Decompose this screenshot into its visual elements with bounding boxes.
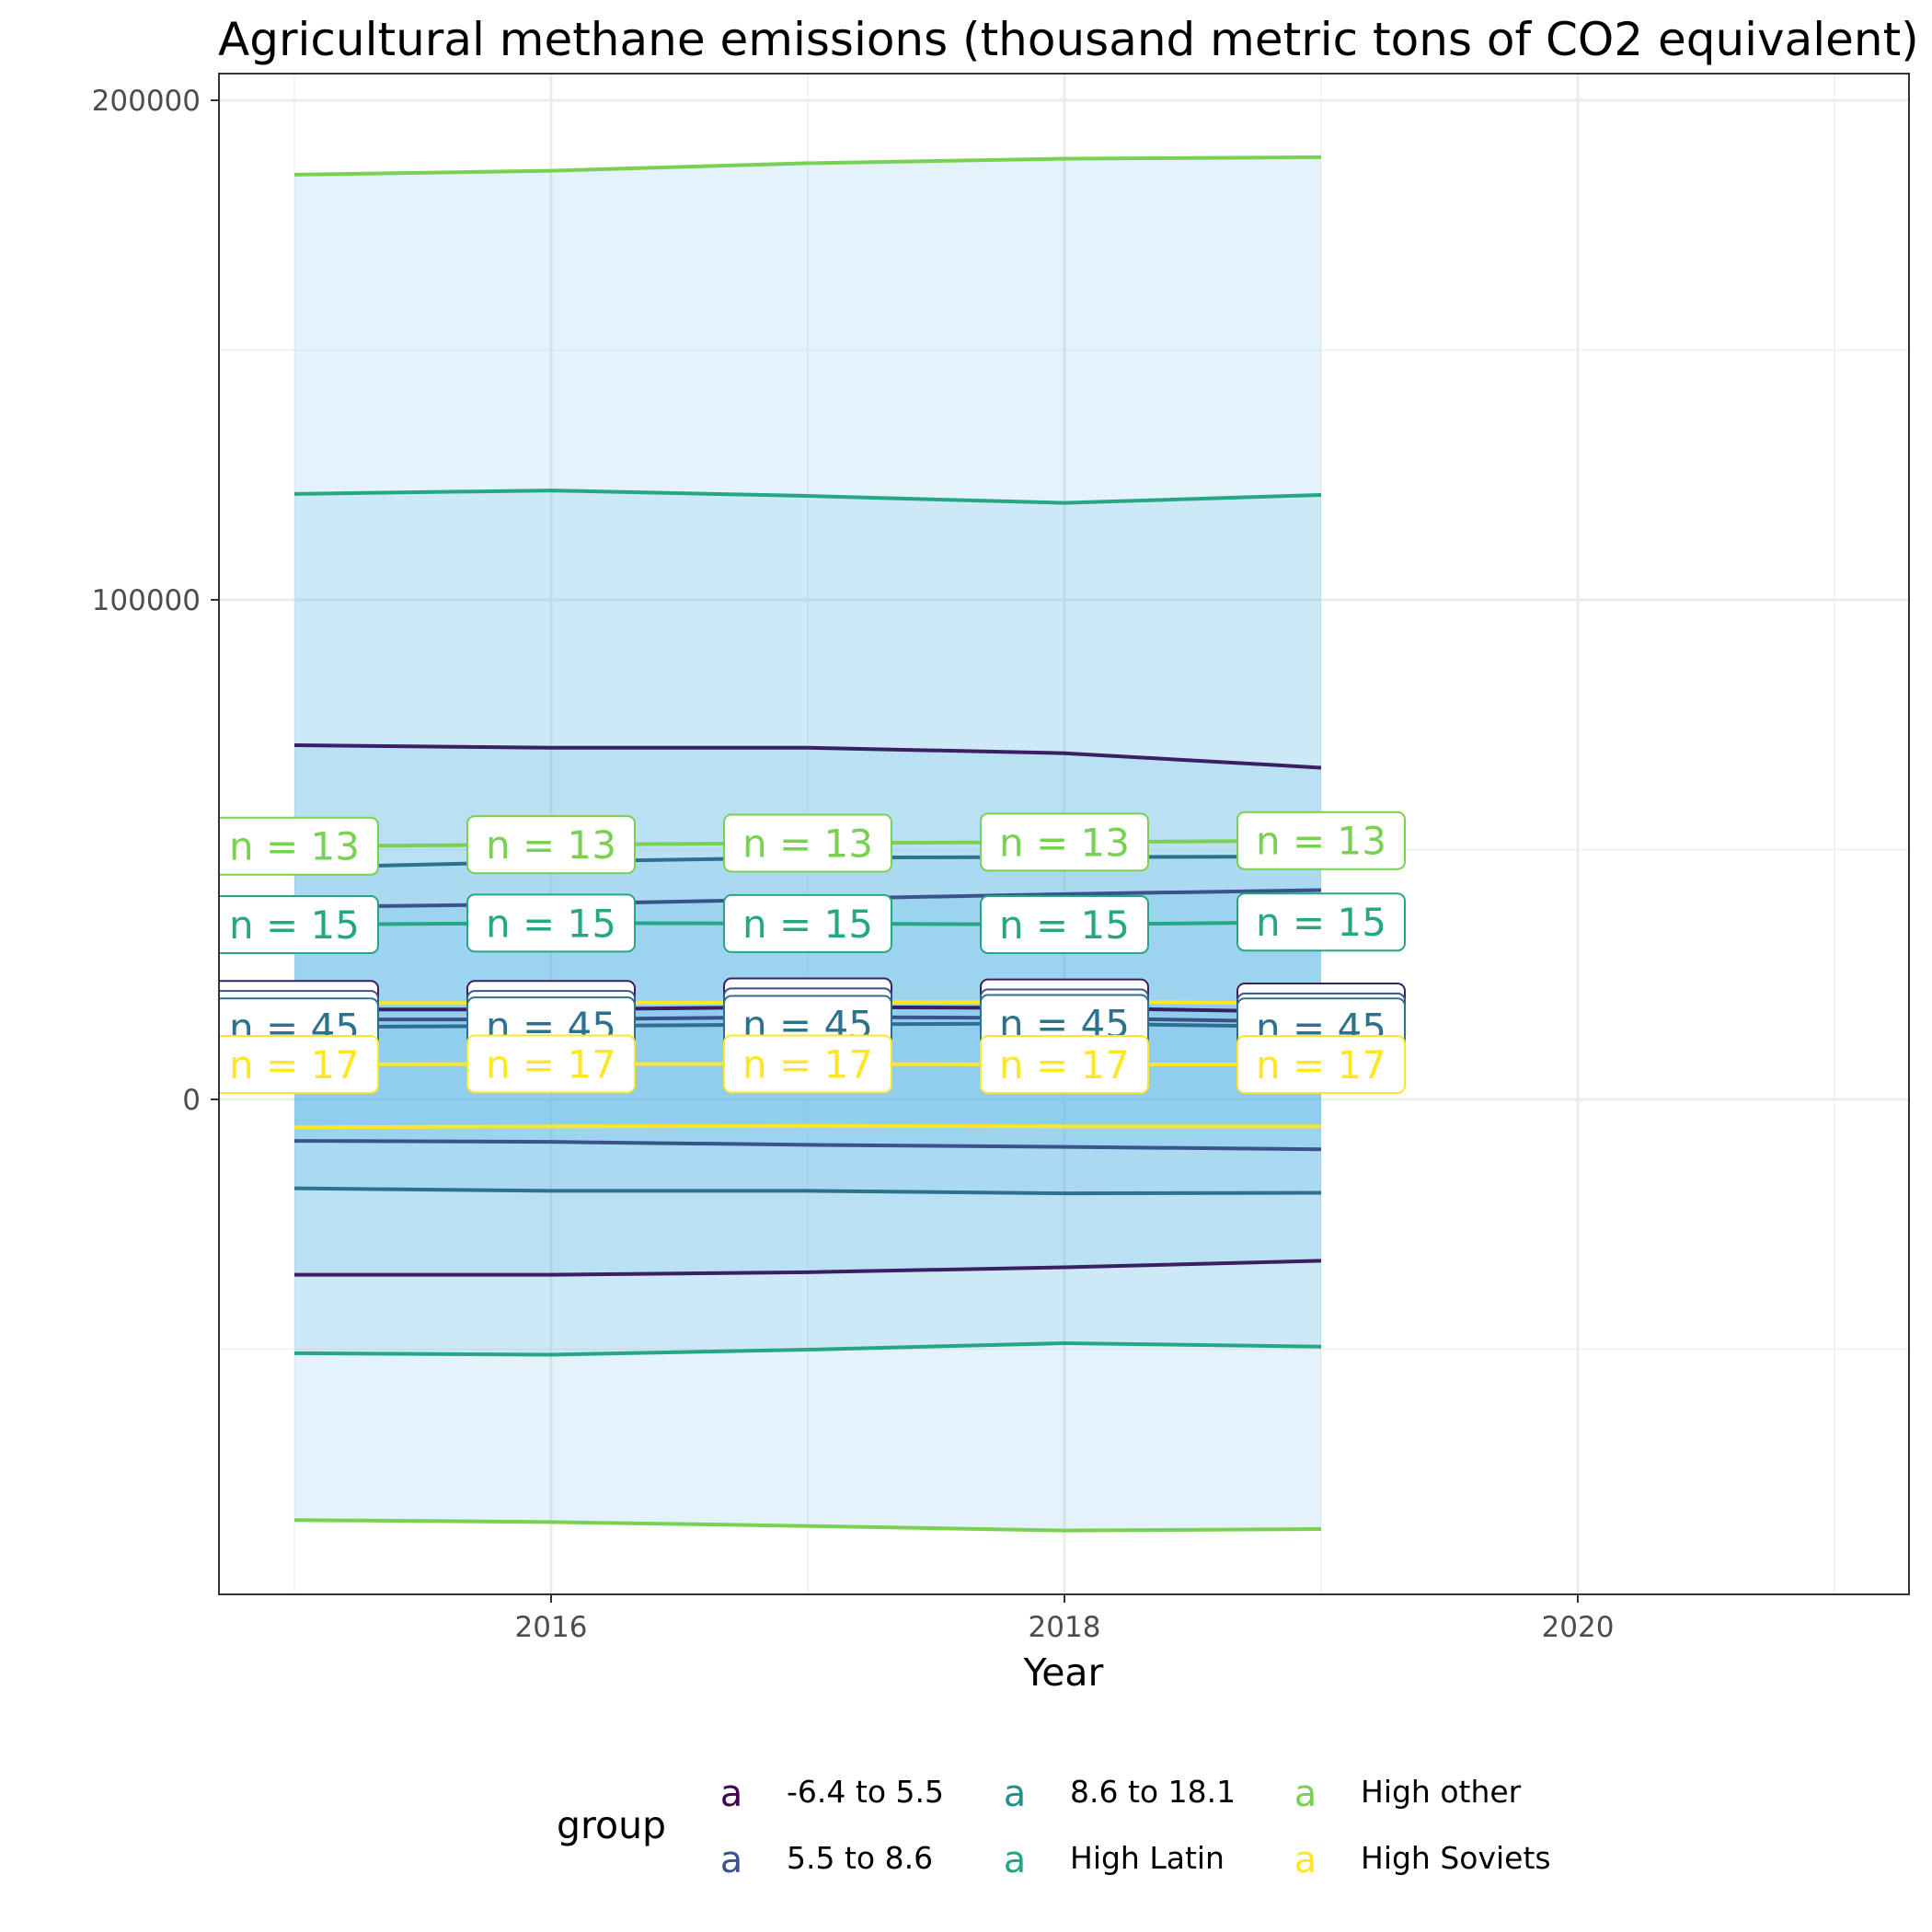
legend: group a -6.4 to 5.5 a 5.5 to 8.6 a 8.6 to 18.… xyxy=(557,1773,1551,1881)
line-upper-high-other xyxy=(293,155,1322,177)
n-label-high-latin: n = 15 xyxy=(466,893,636,953)
chart-title: Agricultural methane emissions (thousand… xyxy=(218,13,1919,66)
n-label-high-other: n = 13 xyxy=(980,812,1149,872)
x-tick-label: 2018 xyxy=(1029,1611,1101,1644)
n-label-text: n = 17 xyxy=(229,1042,360,1087)
line-lower-high-soviets xyxy=(293,1123,1321,1130)
legend-item-5-5-to-8-6: a 5.5 to 8.6 xyxy=(720,1839,933,1881)
n-label-high-soviets: n = 17 xyxy=(219,1034,379,1094)
n-label-high-latin: n = 15 xyxy=(980,894,1149,954)
legend-key: a xyxy=(720,1839,743,1881)
n-label-box xyxy=(723,1034,892,1094)
line-upper--6-4-to-5-5 xyxy=(293,743,1322,770)
n-label-text: n = 13 xyxy=(742,821,873,866)
n-label-high-latin: n = 15 xyxy=(723,893,892,953)
n-label-high-other: n = 13 xyxy=(723,813,892,873)
n-label-box xyxy=(723,813,892,873)
y-tick-label: 0 xyxy=(182,1084,201,1117)
n-label-text: n = 15 xyxy=(486,901,616,946)
n-label-high-other: n = 13 xyxy=(1236,811,1406,870)
n-label-box xyxy=(980,812,1149,872)
legend-key: a xyxy=(1004,1773,1027,1815)
y-axis: 0 100000 200000 xyxy=(92,85,219,1117)
legend-title: group xyxy=(557,1803,666,1847)
n-label-box xyxy=(723,893,892,953)
panel-border xyxy=(218,73,1910,1595)
legend-item-8-6-to-18-1: a 8.6 to 18.1 xyxy=(1004,1773,1236,1815)
line-lower-5-5-to-8-6 xyxy=(293,1139,1322,1152)
legend-key: a xyxy=(1294,1773,1317,1815)
legend-label: 5.5 to 8.6 xyxy=(787,1840,933,1876)
n-label-box xyxy=(466,893,636,953)
legend-item-high-other: a High other xyxy=(1294,1773,1522,1815)
n-label-text: n = 13 xyxy=(1256,819,1386,864)
n-label-box xyxy=(1236,811,1406,870)
x-tick-label: 2016 xyxy=(515,1611,588,1644)
n-label-text: n = 13 xyxy=(229,824,360,869)
legend-label: High Soviets xyxy=(1361,1840,1551,1876)
legend-label: High other xyxy=(1361,1774,1522,1810)
legend-key: a xyxy=(1294,1839,1317,1881)
x-tick-label: 2020 xyxy=(1542,1611,1615,1644)
n-label-high-soviets: n = 17 xyxy=(1236,1034,1406,1094)
n-label-high-other: n = 13 xyxy=(219,816,379,876)
n-label-box xyxy=(980,1034,1149,1094)
x-axis: 2016 2018 2020 xyxy=(515,1594,1615,1644)
n-label-text: n = 13 xyxy=(999,820,1130,865)
n-label-high-soviets: n = 17 xyxy=(466,1034,636,1094)
n-label-high-other: n = 13 xyxy=(466,815,636,875)
n-label-text: n = 13 xyxy=(486,822,616,868)
n-label-high-soviets: n = 17 xyxy=(723,1034,892,1094)
legend-label: High Latin xyxy=(1070,1840,1225,1876)
n-label-high-soviets: n = 17 xyxy=(980,1034,1149,1094)
n-label-box xyxy=(1236,892,1406,952)
legend-item--6-4-to-5-5: a -6.4 to 5.5 xyxy=(720,1773,944,1815)
n-label-box xyxy=(219,816,379,876)
series-lines xyxy=(293,155,1322,1533)
line-lower-high-latin xyxy=(293,1340,1322,1357)
n-label-box xyxy=(466,815,636,875)
n-label-box xyxy=(219,894,379,954)
n-label-text: n = 17 xyxy=(999,1042,1130,1087)
line-upper-high-latin xyxy=(293,489,1322,505)
n-label-box xyxy=(980,894,1149,954)
n-label-text: n = 15 xyxy=(1256,900,1386,945)
y-tick-label: 100000 xyxy=(92,584,201,617)
line-lower-8-6-to-18-1 xyxy=(293,1186,1322,1196)
n-label-text: n = 17 xyxy=(1256,1042,1386,1087)
y-tick-label: 200000 xyxy=(92,85,201,118)
n-label-text: n = 15 xyxy=(999,903,1130,948)
line-lower--6-4-to-5-5 xyxy=(294,1259,1322,1277)
n-labels: n = 45n = 45n = 45n = 45n = 45n = 45n = … xyxy=(219,811,1406,1094)
legend-label: -6.4 to 5.5 xyxy=(787,1774,944,1810)
legend-item-high-soviets: a High Soviets xyxy=(1294,1839,1551,1881)
n-label-high-latin: n = 15 xyxy=(1236,892,1406,952)
n-label-text: n = 17 xyxy=(742,1041,873,1087)
legend-item-high-latin: a High Latin xyxy=(1004,1839,1225,1881)
legend-key: a xyxy=(1004,1839,1027,1881)
line-lower-high-other xyxy=(293,1518,1322,1533)
legend-label: 8.6 to 18.1 xyxy=(1070,1774,1236,1810)
n-label-box xyxy=(219,1034,379,1094)
n-label-high-latin: n = 15 xyxy=(219,894,379,954)
n-label-text: n = 15 xyxy=(229,903,360,948)
n-label-text: n = 17 xyxy=(486,1041,616,1087)
n-label-box xyxy=(1236,1034,1406,1094)
n-label-box xyxy=(466,1034,636,1094)
n-label-text: n = 15 xyxy=(742,902,873,947)
legend-key: a xyxy=(720,1773,743,1815)
x-axis-title: Year xyxy=(1023,1650,1104,1695)
